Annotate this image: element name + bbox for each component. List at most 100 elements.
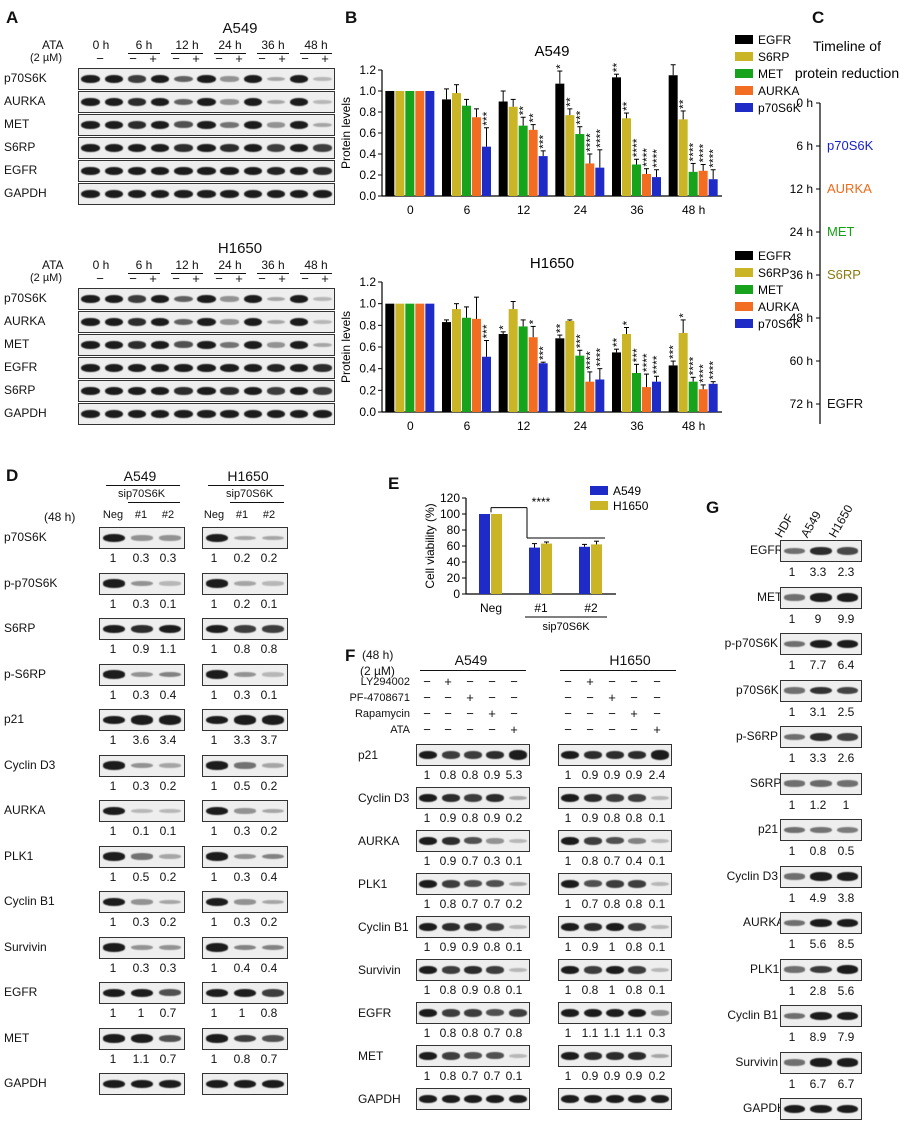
- band: [174, 409, 193, 419]
- band: [783, 687, 805, 694]
- panel-label-f: F: [345, 646, 356, 665]
- band: [233, 1079, 257, 1089]
- band: [261, 672, 285, 677]
- band: [261, 1079, 285, 1089]
- band: [174, 98, 193, 106]
- quant-value: 4.9: [809, 890, 827, 905]
- legend-swatch: [735, 302, 753, 311]
- minus-mark: −: [96, 271, 104, 286]
- band: [266, 296, 286, 302]
- band: [174, 75, 193, 83]
- band: [197, 340, 216, 350]
- panel-label-c: C: [812, 8, 825, 27]
- x-tick-label: 0: [407, 203, 414, 217]
- band: [606, 794, 624, 802]
- quant-value: 0.3: [159, 551, 177, 565]
- quant-value: 0.9: [603, 768, 621, 782]
- quant-value: 0.7: [260, 1051, 278, 1066]
- protein-label: S6RP: [4, 383, 36, 397]
- quant-value: 3.7: [260, 733, 278, 747]
- band: [197, 317, 216, 327]
- quant-value: 0.9: [439, 811, 457, 825]
- western-blot-strip: [78, 334, 335, 356]
- band: [243, 363, 263, 373]
- band: [220, 341, 239, 349]
- lane-label: #1: [235, 509, 249, 521]
- band: [508, 1053, 527, 1059]
- timepoint-underline: [300, 53, 332, 54]
- minus-mark: −: [488, 674, 496, 689]
- band: [127, 409, 147, 419]
- band: [261, 853, 285, 860]
- legend-swatch: [735, 86, 753, 95]
- band: [313, 167, 332, 175]
- protein-label: Survivin: [358, 963, 401, 977]
- quant-value: 2.8: [809, 983, 827, 998]
- quant-value: 2.5: [837, 704, 855, 719]
- western-blot-strip: [558, 744, 672, 766]
- band: [561, 750, 580, 760]
- band: [158, 1079, 182, 1089]
- quant-value: 0.3: [132, 778, 150, 793]
- timepoint-label: 0 h: [92, 258, 110, 272]
- quant-value: 0.7: [483, 1069, 501, 1083]
- band: [233, 581, 257, 586]
- band: [583, 1094, 602, 1104]
- protein-label: Cyclin D3: [4, 757, 56, 772]
- band: [127, 386, 147, 396]
- quant-value: 0.1: [260, 596, 278, 611]
- band: [174, 121, 193, 129]
- band: [628, 794, 647, 802]
- western-blot-strip: [416, 830, 530, 852]
- band: [419, 922, 438, 932]
- quant-value: 3.6: [132, 733, 150, 747]
- y-tick-label: 0.2: [359, 383, 376, 397]
- band: [783, 1012, 805, 1020]
- band: [158, 581, 182, 586]
- band: [243, 317, 263, 327]
- band: [583, 966, 602, 974]
- legend-swatch: [735, 103, 753, 112]
- band: [583, 1008, 602, 1018]
- significance-mark: ***: [630, 348, 644, 362]
- bar: [395, 91, 405, 196]
- band: [810, 593, 832, 602]
- timeline-panel: Timeline of protein reduction 0 h 6 h 12 h 24…: [790, 38, 899, 424]
- band: [174, 295, 193, 303]
- quant-value: 0.3: [233, 869, 251, 884]
- legend-label: AURKA: [758, 84, 799, 98]
- legend-swatch: [735, 52, 753, 61]
- band: [81, 166, 100, 176]
- band: [441, 966, 460, 974]
- western-blot-strip: [78, 114, 335, 136]
- quant-value: 1: [788, 1076, 796, 1091]
- band: [243, 409, 263, 419]
- western-blot-strip: [99, 663, 185, 686]
- bar: [405, 91, 415, 196]
- column-label: A549: [797, 508, 825, 540]
- y-tick-label: 0.4: [359, 147, 376, 161]
- quant-value: 0.9: [483, 811, 501, 825]
- quant-value: 0.8: [461, 768, 479, 782]
- plus-mark: +: [278, 271, 286, 286]
- protein-label: EGFR: [4, 360, 38, 374]
- band: [150, 74, 170, 84]
- quant-value: 1: [423, 983, 431, 997]
- band: [441, 751, 460, 759]
- timepoint-underline: [257, 273, 289, 274]
- band: [243, 386, 263, 396]
- minus-mark: −: [96, 51, 104, 66]
- western-blot-strip: [202, 982, 288, 1004]
- band: [150, 409, 170, 419]
- bar: [482, 146, 491, 196]
- timeline-event-label: AURKA: [827, 181, 872, 196]
- quant-value: 0.4: [260, 960, 278, 975]
- band: [583, 1052, 602, 1060]
- y-tick-label: 0.8: [359, 318, 376, 332]
- band: [130, 762, 154, 769]
- timeline-title: protein reduction: [795, 65, 899, 81]
- band: [313, 99, 332, 105]
- band: [205, 852, 229, 861]
- quant-value: 1: [210, 551, 218, 565]
- quant-value: 0.2: [260, 551, 278, 565]
